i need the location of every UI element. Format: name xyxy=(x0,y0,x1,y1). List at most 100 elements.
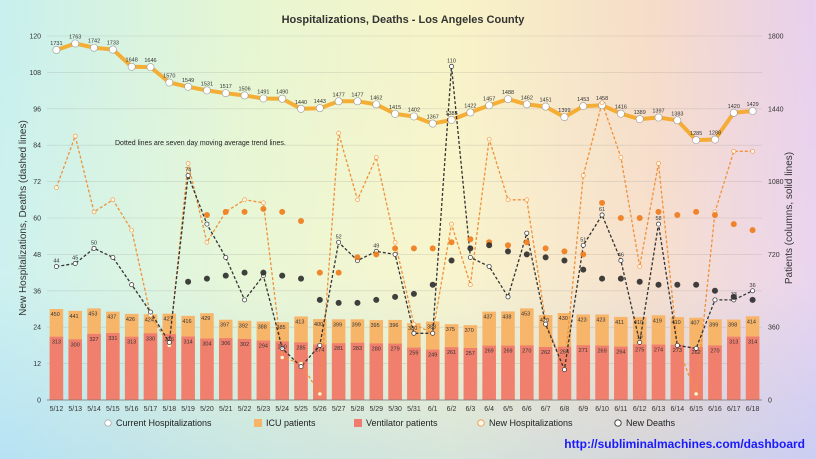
new-deaths-point xyxy=(336,239,342,245)
deaths-data-label: 74 xyxy=(185,168,191,174)
ventilator-data-label: 261 xyxy=(447,350,456,356)
y-left-tick-label: 120 xyxy=(29,34,41,41)
new-hospitalizations-trend-dot xyxy=(655,208,662,215)
ventilator-bar xyxy=(576,345,591,400)
y-axis-right-label: Patients (columns, solid lines) xyxy=(784,152,795,284)
y-left-tick-label: 0 xyxy=(37,398,41,405)
trend-note: Dotted lines are seven day moving averag… xyxy=(115,140,286,147)
new-deaths-point xyxy=(53,264,59,269)
x-tick-label: 6/8 xyxy=(560,406,570,413)
ventilator-bar xyxy=(124,336,139,400)
new-hospitalizations-point xyxy=(524,197,530,203)
current-hospitalizations-line xyxy=(55,41,753,143)
hospitalizations-data-label: 1462 xyxy=(521,95,533,101)
current-hospitalizations-point xyxy=(334,97,343,106)
new-deaths-trend-dot xyxy=(316,296,323,303)
ventilator-bar xyxy=(49,336,64,400)
current-hospitalizations-point xyxy=(372,100,381,109)
new-hospitalizations-trend-dot xyxy=(561,248,568,255)
new-deaths-point xyxy=(298,364,304,370)
icu-data-label: 411 xyxy=(615,320,624,326)
x-tick-label: 5/12 xyxy=(50,406,64,413)
icu-data-label: 430 xyxy=(559,316,568,322)
new-deaths-trend-dot xyxy=(636,278,643,285)
icu-data-label: 419 xyxy=(653,318,662,324)
new-hospitalizations-point xyxy=(693,391,699,397)
deaths-data-label: 45 xyxy=(72,256,78,262)
x-tick-label: 5/21 xyxy=(219,406,233,413)
icu-data-label: 423 xyxy=(577,317,586,323)
ventilator-bar xyxy=(388,343,402,400)
hospitalizations-data-label: 1416 xyxy=(615,105,627,111)
new-hospitalizations-trend-dot xyxy=(335,269,342,276)
icu-data-label: 407 xyxy=(690,321,699,327)
new-deaths-point xyxy=(204,221,210,227)
ventilator-data-label: 270 xyxy=(710,348,719,354)
hospitalizations-data-label: 1733 xyxy=(107,41,119,47)
x-tick-label: 6/1 xyxy=(428,406,438,413)
current-hospitalizations-point xyxy=(278,94,287,103)
x-tick-label: 5/28 xyxy=(351,406,365,413)
new-hospitalizations-trend-dot xyxy=(354,254,361,261)
hospitalizations-data-label: 1648 xyxy=(126,58,138,64)
new-hospitalizations-trend-dot xyxy=(429,245,436,252)
hospitalizations-data-label: 1570 xyxy=(163,74,175,80)
ventilator-data-label: 274 xyxy=(654,348,663,354)
new-hospitalizations-trend-dot xyxy=(316,269,323,276)
new-deaths-trend-dot xyxy=(429,281,436,288)
current-hospitalizations-point xyxy=(560,113,569,121)
current-hospitalizations-point xyxy=(729,108,738,117)
new-deaths-point xyxy=(185,173,191,178)
new-deaths-point xyxy=(561,367,567,373)
new-deaths-point xyxy=(524,230,530,236)
icu-data-label: 370 xyxy=(465,328,474,334)
new-hospitalizations-point xyxy=(54,185,59,190)
new-hospitalizations-point xyxy=(731,148,737,154)
deaths-data-label: 52 xyxy=(336,234,342,240)
icu-data-label: 423 xyxy=(596,317,605,323)
new-deaths-point xyxy=(72,261,78,266)
hospitalizations-data-label: 1506 xyxy=(238,86,250,92)
x-tick-label: 6/16 xyxy=(708,406,722,413)
new-hospitalizations-point xyxy=(392,239,398,245)
current-hospitalizations-point xyxy=(146,63,155,72)
new-deaths-trend-dot xyxy=(279,272,286,279)
legend-label: Current Hospitalizations xyxy=(116,418,212,428)
x-tick-label: 6/7 xyxy=(541,406,551,413)
new-deaths-line xyxy=(56,66,753,373)
new-hospitalizations-trend-dot xyxy=(298,218,305,225)
new-deaths-point xyxy=(430,330,436,336)
ventilator-bar xyxy=(87,333,101,400)
current-hospitalizations-point xyxy=(127,62,136,71)
source-url[interactable]: http://subliminalmachines.com/dashboard xyxy=(564,437,805,451)
ventilator-bar xyxy=(331,343,346,400)
new-deaths-trend-dot xyxy=(749,296,756,303)
hospitalizations-data-label: 1477 xyxy=(333,92,345,98)
icu-data-label: 385 xyxy=(276,325,285,331)
hospitalizations-data-label: 1420 xyxy=(728,104,740,110)
x-tick-label: 6/13 xyxy=(652,406,666,413)
new-hospitalizations-point xyxy=(336,130,341,136)
ventilator-data-label: 313 xyxy=(52,340,61,346)
new-hospitalizations-trend-dot xyxy=(693,208,700,215)
current-hospitalizations-point xyxy=(635,115,644,124)
new-deaths-point xyxy=(392,251,398,257)
ventilator-data-label: 275 xyxy=(635,347,644,353)
hospitalizations-data-label: 1742 xyxy=(88,39,100,45)
x-tick-label: 5/14 xyxy=(87,406,101,413)
legend-label: New Hospitalizations xyxy=(489,418,573,428)
new-deaths-trend-dot xyxy=(185,278,192,285)
new-hospitalizations-trend-dot xyxy=(542,245,549,252)
x-tick-label: 5/19 xyxy=(181,406,195,413)
new-deaths-point xyxy=(543,321,549,327)
current-hospitalizations-point xyxy=(447,116,456,124)
ventilator-data-label: 262 xyxy=(541,350,550,356)
ventilator-bar xyxy=(651,344,666,400)
ventilator-bar xyxy=(482,345,496,400)
new-hospitalizations-trend-dot xyxy=(617,215,624,221)
icu-data-label: 441 xyxy=(69,314,78,320)
hospitalizations-data-label: 1288 xyxy=(709,131,721,137)
icu-data-label: 416 xyxy=(182,319,191,325)
ventilator-bar xyxy=(256,340,271,400)
